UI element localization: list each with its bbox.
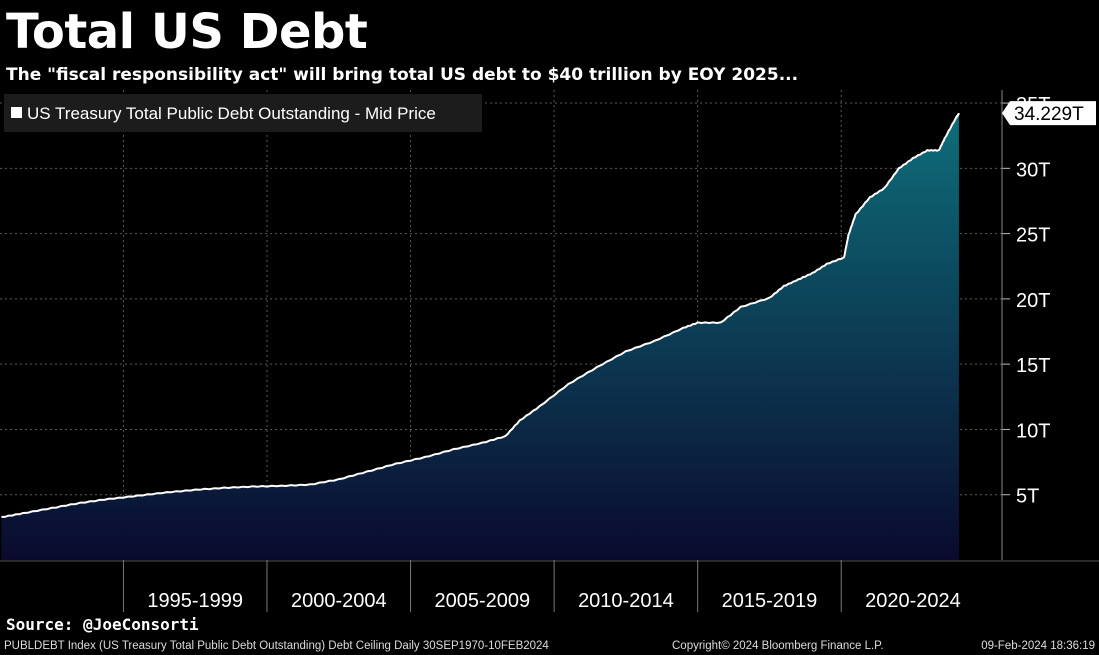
- x-tick-label: 2005-2009: [435, 590, 531, 612]
- y-tick-label: 25T: [1016, 225, 1050, 247]
- x-tick-label: 2010-2014: [578, 590, 674, 612]
- source-credit: Source: @JoeConsorti: [6, 615, 199, 634]
- y-tick-label: 20T: [1016, 290, 1050, 312]
- index-info: PUBLDEBT Index (US Treasury Total Public…: [4, 640, 549, 652]
- legend-label: US Treasury Total Public Debt Outstandin…: [27, 104, 436, 123]
- x-axis: 1995-1999 2000-2004 2005-2009 2010-2014 2015…: [0, 560, 1099, 612]
- last-value-marker: 34.229T: [1002, 101, 1096, 125]
- page-subtitle: The "fiscal responsibility act" will bri…: [6, 65, 799, 85]
- y-tick-label: 30T: [1016, 159, 1050, 181]
- last-value-label: 34.229T: [1014, 104, 1084, 125]
- x-tick-label: 2000-2004: [291, 590, 387, 612]
- x-tick-label: 1995-1999: [147, 590, 243, 612]
- y-axis: 5T10T15T20T25T30T35T: [1001, 90, 1050, 560]
- debt-area-fill: [1, 113, 959, 560]
- legend-swatch: [11, 107, 22, 118]
- debt-series-line: [1, 112, 960, 518]
- debt-area-chart: 5T10T15T20T25T30T35T 1995-19992000-20042…: [0, 90, 1099, 612]
- last-value-box: [1002, 101, 1096, 126]
- y-tick-label: 5T: [1016, 486, 1039, 508]
- x-tick-label: 2015-2019: [722, 590, 818, 612]
- y-tick-label: 10T: [1016, 420, 1050, 442]
- page-title: Total US Debt: [6, 4, 368, 60]
- y-tick-label: 15T: [1016, 355, 1050, 377]
- x-tick-label: 2020-2024: [865, 590, 961, 612]
- chart-legend: US Treasury Total Public Debt Outstandin…: [4, 94, 482, 132]
- copyright: Copyright© 2024 Bloomberg Finance L.P.: [672, 640, 884, 652]
- legend-box: [4, 94, 482, 132]
- timestamp: 09-Feb-2024 18:36:19: [981, 640, 1095, 652]
